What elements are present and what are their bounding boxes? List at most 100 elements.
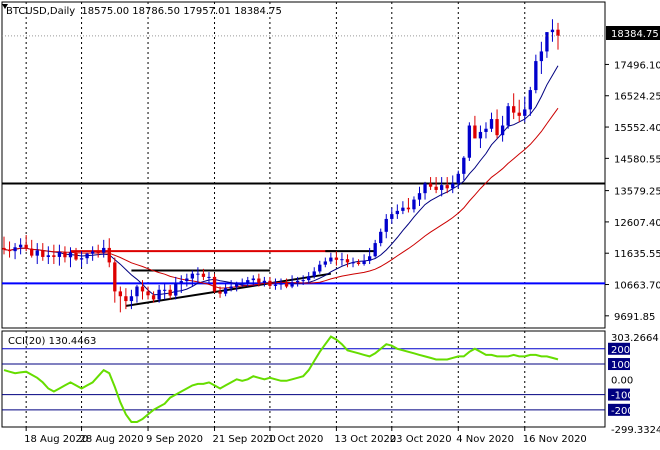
bear-candle <box>2 247 6 250</box>
bear-candle <box>345 259 350 263</box>
date-tick-label: 23 Oct 2020 <box>390 434 452 445</box>
bull-candle <box>550 29 555 33</box>
bull-candle <box>329 257 333 262</box>
bull-candle <box>401 207 405 211</box>
cci-line <box>3 335 559 423</box>
date-tick-label: 1 Oct 2020 <box>268 434 323 445</box>
price-tick-label: 15552.40 <box>614 123 660 134</box>
cci-tick-label: -100 <box>611 391 634 402</box>
bull-candle <box>179 281 183 284</box>
price-axis: 17496.10 16524.25 15552.40 14580.55 13579.25… <box>605 60 660 323</box>
date-tick-label: 21 Sep 2020 <box>213 434 276 445</box>
bear-candle <box>96 251 100 253</box>
bear-candle <box>146 291 150 296</box>
cci-tick-label: 303.2664 <box>611 333 659 344</box>
price-tick-label: 11635.55 <box>614 249 660 260</box>
bull-candle <box>456 173 460 184</box>
bull-candle <box>301 280 305 282</box>
bull-candle <box>273 284 278 286</box>
bear-candle <box>24 244 28 249</box>
date-tick-label: 13 Oct 2020 <box>334 434 396 445</box>
collapse-triangle-icon[interactable] <box>2 4 8 9</box>
bear-candle <box>113 262 117 292</box>
cci-level-lines <box>2 348 605 411</box>
last-price-label: 18384.75 <box>606 26 660 40</box>
bear-candle <box>7 249 12 252</box>
price-tick-label: 9691.85 <box>614 312 655 323</box>
bull-candle <box>534 61 538 91</box>
bull-candle <box>323 261 327 265</box>
last-price-text: 18384.75 <box>611 29 659 40</box>
cci-header: CCI(20) 130.4463 <box>8 336 96 347</box>
bear-candle <box>268 280 272 286</box>
cci-level-box <box>608 388 630 401</box>
bull-candle <box>90 251 95 254</box>
bull-candle <box>439 185 444 190</box>
last-price-box <box>606 26 660 40</box>
price-panel-frame <box>1 1 606 329</box>
price-tick-label: 10663.70 <box>614 281 660 292</box>
bull-candle <box>367 256 372 261</box>
bear-candle <box>107 247 111 263</box>
bull-candle <box>478 131 483 139</box>
bear-candle <box>74 252 78 260</box>
date-tick-label: 28 Aug 2020 <box>80 434 144 445</box>
price-tick-label: 16524.25 <box>614 92 660 103</box>
bull-candle <box>395 210 400 215</box>
bull-candle <box>451 183 455 189</box>
bear-candle <box>30 248 34 256</box>
bull-candle <box>190 273 195 279</box>
bear-candle <box>124 296 128 302</box>
cci-tick-label: 0.00 <box>611 375 633 386</box>
bull-candle <box>46 255 50 257</box>
bull-candle <box>223 288 228 294</box>
cci-tick-label: 100 <box>611 360 630 371</box>
chart-symbol: BTCUSD,Daily <box>6 6 75 17</box>
bull-candle <box>312 271 316 277</box>
price-grid <box>25 2 526 328</box>
trendline <box>125 272 332 307</box>
bull-candle <box>229 286 233 289</box>
date-tick-label: 9 Sep 2020 <box>146 434 203 445</box>
cci-tick-label: -299.3324 <box>611 425 660 436</box>
bear-candle <box>556 29 560 36</box>
candlesticks <box>2 19 605 313</box>
bear-candle <box>151 295 156 300</box>
cci-tick-label: -200 <box>611 406 634 417</box>
cci-panel-frame <box>1 330 606 428</box>
price-tick-label: 12607.40 <box>614 218 660 229</box>
bull-candle <box>196 273 200 275</box>
bull-candle <box>412 199 416 210</box>
bear-candle <box>212 276 217 292</box>
bull-candle <box>102 247 106 253</box>
bull-candle <box>390 214 394 219</box>
bull-candle <box>506 106 510 126</box>
bull-candle <box>318 264 322 272</box>
bull-candle <box>18 244 23 248</box>
date-tick-label: 4 Nov 2020 <box>456 434 514 445</box>
bear-candle <box>334 257 339 260</box>
bull-candle <box>307 276 311 281</box>
bull-candle <box>528 90 532 110</box>
bull-candle <box>240 283 244 285</box>
chart-symbol-header: BTCUSD,Daily 18575.00 18786.50 17957.01 … <box>6 6 282 17</box>
bull-candle <box>279 283 283 285</box>
bear-candle <box>356 262 361 265</box>
bear-candle <box>517 112 521 116</box>
bear-candle <box>52 255 56 257</box>
bull-candle <box>489 119 494 129</box>
bull-candle <box>68 252 73 258</box>
date-tick-label: 16 Nov 2020 <box>523 434 587 445</box>
bear-candle <box>428 183 433 187</box>
bull-candle <box>207 276 211 278</box>
bull-candle <box>462 157 466 174</box>
cci-series-path <box>3 335 559 423</box>
bear-candle <box>473 125 477 139</box>
bear-candle <box>218 291 222 294</box>
bull-candle <box>351 262 355 264</box>
bull-candle <box>85 253 89 259</box>
bear-candle <box>284 283 289 287</box>
bear-candle <box>406 207 411 210</box>
